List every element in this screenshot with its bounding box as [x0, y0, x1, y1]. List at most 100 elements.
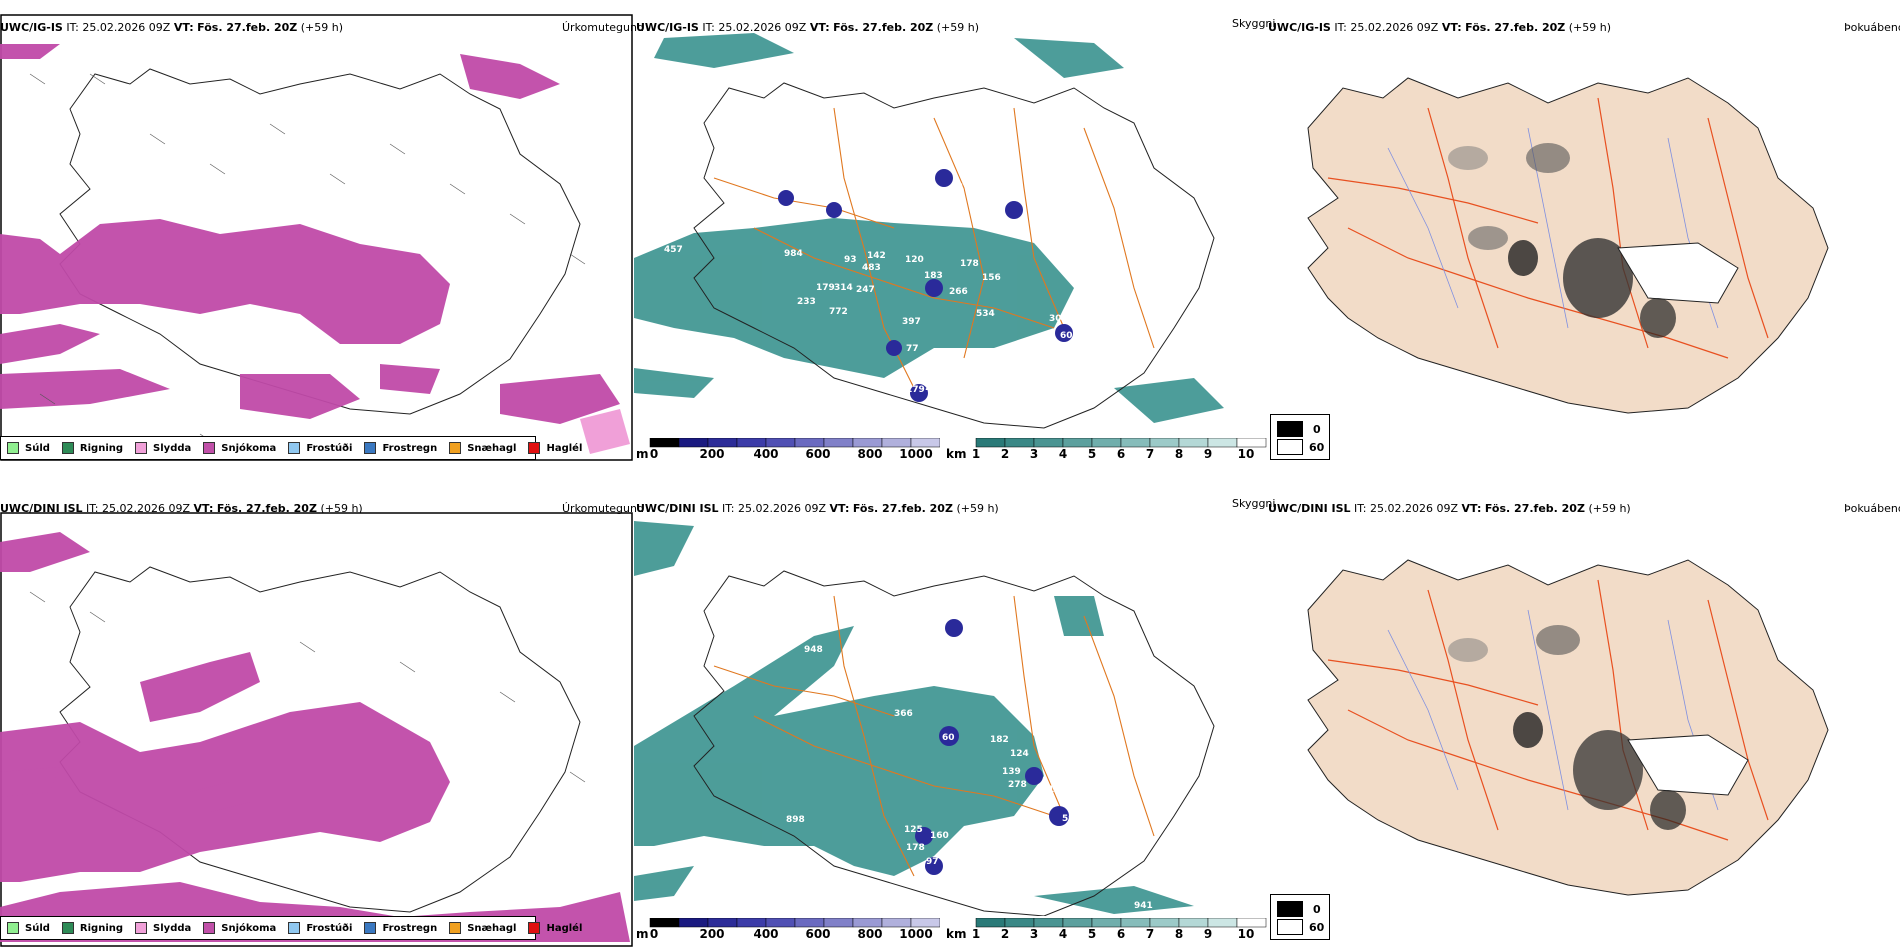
cloud-label: 60	[942, 733, 955, 743]
visibility-tick: 8	[1174, 927, 1184, 941]
precip-legend-row1: Súld Rigning Slydda Snjókoma Frostúði Fr…	[0, 436, 582, 460]
header-row2-p3: UWC/DINI ISL IT: 25.02.2026 09Z VT: Fös.…	[1268, 502, 1631, 515]
cloudbase-colorbar-row2	[649, 918, 940, 928]
cloudbase-tick: 1000	[899, 447, 933, 461]
visibility-tick: 4	[1058, 927, 1068, 941]
fog-legend-item: 0	[1277, 421, 1321, 437]
cloud-label: 182	[990, 735, 1009, 745]
cloud-label: 210	[932, 352, 951, 362]
legend-swatch	[528, 922, 541, 934]
visibility-colorbar-row1	[975, 438, 1267, 448]
legend-item: Súld	[7, 922, 50, 934]
visibility-tick: 1	[971, 447, 981, 461]
fog-legend-item: 60	[1277, 439, 1324, 455]
header-row2-p2: UWC/DINI ISL IT: 25.02.2026 09Z VT: Fös.…	[636, 502, 999, 515]
header-row2-p1: UWC/DINI ISL IT: 25.02.2026 09Z VT: Fös.…	[0, 502, 363, 515]
visibility-tick: 4	[1058, 447, 1068, 461]
legend-swatch	[449, 442, 462, 454]
visibility-tick: 2	[1000, 927, 1010, 941]
legend-item: Snjókoma	[203, 442, 276, 454]
cloud-label: 178	[906, 843, 925, 853]
fog-legend-row2: 0 60	[1270, 894, 1330, 940]
cloud-label: 309	[1049, 314, 1068, 324]
fog-panel-row2	[1268, 510, 1900, 910]
cloud-label: 77	[906, 344, 919, 354]
header-row1-p3: UWC/IG-IS IT: 25.02.2026 09Z VT: Fös. 27…	[1268, 21, 1612, 34]
panel-title-row1-precip: Úrkomutegund	[562, 21, 644, 34]
cloud-label: 772	[829, 307, 848, 317]
visibility-tick: 9	[1203, 927, 1213, 941]
visibility-map-row1: 457 984 93 142 483 120 178 156 183 179 3…	[634, 33, 1224, 429]
cloud-label: 179	[816, 283, 835, 293]
legend-item: Rigning	[61, 442, 123, 454]
visibility-tick: 7	[1145, 447, 1155, 461]
legend-item: Slydda	[135, 442, 191, 454]
cloud-label: 179	[906, 385, 925, 395]
visibility-panel-row1: 457 984 93 142 483 120 178 156 183 179 3…	[634, 28, 1268, 433]
panel-title-row2-fog: Þokuábendi	[1844, 502, 1900, 515]
legend-swatch	[135, 442, 148, 454]
legend-item: Frostúði	[288, 442, 352, 454]
fog-legend-item: 60	[1277, 919, 1324, 935]
legend-swatch	[288, 442, 301, 454]
cloud-label: 366	[894, 709, 913, 719]
fog-map-row1	[1307, 77, 1829, 414]
precip-map-row2	[0, 512, 633, 947]
cloud-label: 120	[905, 255, 924, 265]
header-row1-p1: UWC/IG-IS IT: 25.02.2026 09Z VT: Fös. 27…	[0, 21, 344, 34]
legend-swatch	[364, 922, 377, 934]
cloud-label: 233	[797, 297, 816, 307]
cloudbase-tick: 200	[699, 447, 725, 461]
legend-item: Frostregn	[364, 922, 437, 934]
panel-title-row1-vis: Skyggni	[1232, 17, 1276, 30]
cloud-label: 160	[930, 831, 949, 841]
panel-title-row2-precip: Úrkomutegund	[562, 502, 644, 515]
cloud-label: 139	[1002, 767, 1021, 777]
legend-swatch	[364, 442, 377, 454]
cloudbase-tick: 400	[753, 927, 779, 941]
legend-item: Frostregn	[364, 442, 437, 454]
cloud-label: 137	[952, 657, 971, 667]
cloud-label: 731	[914, 366, 933, 376]
cloud-label: 156	[982, 273, 1001, 283]
visibility-tick: 6	[1116, 927, 1126, 941]
legend-item: Snæhagl	[449, 922, 516, 934]
visibility-tick: 8	[1174, 447, 1184, 461]
legend-item: Rigning	[61, 922, 123, 934]
cloud-label: 183	[924, 271, 943, 281]
fog-swatch	[1277, 919, 1303, 935]
legend-item: Slydda	[135, 922, 191, 934]
visibility-tick: 9	[1203, 447, 1213, 461]
cloudbase-tick: 600	[805, 927, 831, 941]
cloud-label: 102	[958, 183, 977, 193]
cloudbase-tick: 600	[805, 447, 831, 461]
fog-legend-row1: 0 60	[1270, 414, 1330, 460]
visibility-unit-row2: km	[946, 927, 967, 941]
cloudbase-tick: 800	[857, 927, 883, 941]
cloud-label: 534	[976, 309, 995, 319]
legend-swatch	[203, 442, 216, 454]
cloudbase-unit-row2: m	[636, 927, 649, 941]
visibility-tick: 7	[1145, 927, 1155, 941]
cloud-label: 247	[856, 285, 875, 295]
cloud-label: 483	[862, 263, 881, 273]
legend-item: Snæhagl	[449, 442, 516, 454]
cloud-label: 97	[926, 857, 939, 867]
legend-item: Frostúði	[288, 922, 352, 934]
visibility-tick: 3	[1029, 927, 1039, 941]
cloud-label: 59	[1062, 814, 1075, 824]
legend-swatch	[135, 922, 148, 934]
cloud-label: 60	[1060, 331, 1073, 341]
cloud-label: 314	[834, 283, 853, 293]
visibility-tick: 1	[971, 927, 981, 941]
visibility-map-row2: 948 366 60 182 124 139 278 164 59 898 12…	[634, 521, 1215, 916]
fog-panel-row1	[1268, 28, 1900, 433]
legend-item: Súld	[7, 442, 50, 454]
panel-title-row2-vis: Skyggni	[1232, 497, 1276, 510]
visibility-tick: 10	[1237, 447, 1255, 461]
precip-panel-row2	[0, 512, 634, 948]
panel-title-row1-fog: Þokuábendi	[1844, 21, 1900, 34]
cloudbase-tick: 0	[649, 447, 659, 461]
legend-swatch	[288, 922, 301, 934]
fog-swatch	[1277, 439, 1303, 455]
